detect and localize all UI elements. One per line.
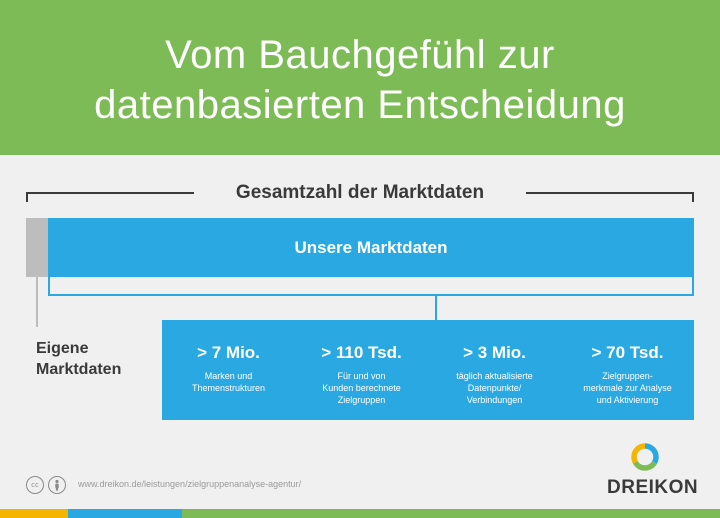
- dreikon-logo-icon: [631, 443, 659, 471]
- stat-desc-line: Verbindungen: [466, 395, 523, 405]
- brand-name: DREIKON: [607, 477, 699, 498]
- stat-desc-line: täglich aktualisierte: [456, 371, 533, 381]
- stats-connector: [435, 296, 437, 320]
- license-icons: cc: [26, 476, 66, 494]
- bottom-color-strip: [0, 509, 720, 518]
- stat-value: > 3 Mio.: [463, 343, 526, 362]
- stat-desc-line: Kunden berechnete: [322, 383, 401, 393]
- title-line-2: datenbasierten Entscheidung: [94, 83, 626, 127]
- stat-value: > 110 Tsd.: [321, 343, 402, 362]
- page-title: Vom Bauchgefühl zur datenbasierten Entsc…: [0, 30, 720, 130]
- stat-brands: > 7 Mio. Marken und Themenstrukturen: [166, 342, 291, 394]
- stat-desc-line: Datenpunkte/: [467, 383, 522, 393]
- stat-desc-line: Für und von: [337, 371, 386, 381]
- person-icon: [48, 476, 66, 494]
- strip-blue: [68, 509, 182, 518]
- stat-description: Marken und Themenstrukturen: [166, 370, 291, 394]
- stat-desc-line: Marken und: [204, 371, 253, 381]
- stat-description: Zielgruppen- merkmale zur Analyse und Ak…: [565, 370, 690, 406]
- source-url[interactable]: www.dreikon.de/leistungen/zielgruppenana…: [78, 479, 302, 489]
- own-data-connector: [36, 277, 38, 327]
- stat-desc-line: und Aktivierung: [596, 395, 659, 405]
- strip-green: [182, 509, 720, 518]
- market-data-outline: [48, 277, 694, 296]
- stats-box: > 7 Mio. Marken und Themenstrukturen > 1…: [162, 320, 694, 420]
- market-data-bar: Unsere Marktdaten: [48, 218, 694, 277]
- cc-icon: cc: [26, 476, 44, 494]
- stat-description: täglich aktualisierte Datenpunkte/ Verbi…: [432, 370, 557, 406]
- header-banner: Vom Bauchgefühl zur datenbasierten Entsc…: [0, 0, 720, 155]
- total-label: Gesamtzahl der Marktdaten: [194, 180, 526, 206]
- stat-description: Für und von Kunden berechnete Zielgruppe…: [299, 370, 424, 406]
- stat-data-points: > 3 Mio. täglich aktualisierte Datenpunk…: [432, 342, 557, 406]
- stat-target-groups: > 110 Tsd. Für und von Kunden berechnete…: [299, 342, 424, 406]
- title-line-1: Vom Bauchgefühl zur: [165, 33, 555, 77]
- stat-desc-line: merkmale zur Analyse: [583, 383, 672, 393]
- stat-desc-line: Themenstrukturen: [191, 383, 266, 393]
- own-label-line-1: Eigene: [36, 340, 89, 357]
- stat-value: > 70 Tsd.: [591, 343, 664, 362]
- own-label-line-2: Marktdaten: [36, 361, 122, 378]
- stat-desc-line: Zielgruppen-: [602, 371, 653, 381]
- stat-desc-line: Zielgruppen: [337, 395, 386, 405]
- stat-features: > 70 Tsd. Zielgruppen- merkmale zur Anal…: [565, 342, 690, 406]
- own-data-label: Eigene Marktdaten: [36, 338, 166, 380]
- own-data-bar: [26, 218, 48, 277]
- strip-yellow: [0, 509, 68, 518]
- stat-value: > 7 Mio.: [197, 343, 260, 362]
